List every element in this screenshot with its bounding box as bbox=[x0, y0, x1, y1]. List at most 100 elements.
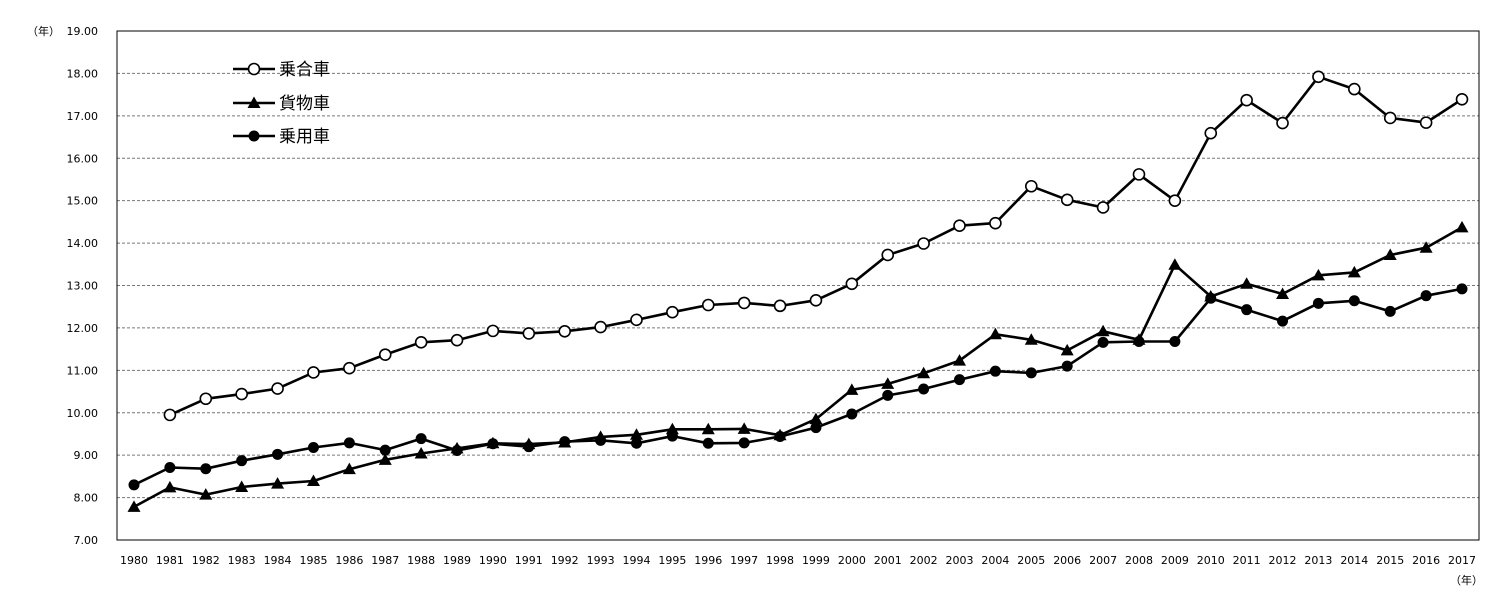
data-point bbox=[1455, 220, 1469, 233]
x-tick-label: 2001 bbox=[874, 554, 902, 567]
x-tick-label: 2013 bbox=[1304, 554, 1332, 567]
data-point bbox=[199, 392, 213, 406]
data-point bbox=[414, 446, 428, 459]
data-point bbox=[163, 480, 177, 493]
data-point bbox=[235, 480, 249, 492]
data-point bbox=[1240, 93, 1253, 107]
x-tick-label: 2015 bbox=[1376, 554, 1404, 567]
data-point bbox=[701, 298, 715, 312]
data-point bbox=[200, 463, 212, 475]
legend-item-car: 乗用車 bbox=[233, 127, 330, 147]
y-tick-label: 11.00 bbox=[67, 364, 99, 377]
x-tick-label: 1996 bbox=[694, 554, 722, 567]
data-point bbox=[988, 327, 1002, 340]
y-tick-label: 13.00 bbox=[67, 280, 99, 293]
data-point bbox=[1060, 343, 1074, 356]
series-0 bbox=[163, 70, 1469, 422]
data-point bbox=[773, 299, 787, 313]
data-point bbox=[378, 453, 392, 465]
x-tick-label: 1999 bbox=[802, 554, 830, 567]
x-tick-label: 2016 bbox=[1412, 554, 1440, 567]
data-point bbox=[236, 455, 248, 467]
data-point bbox=[953, 219, 966, 232]
data-point bbox=[271, 477, 285, 489]
data-point bbox=[414, 336, 428, 349]
legend-item-truck: 貨物車 bbox=[233, 94, 330, 114]
data-point bbox=[1025, 367, 1037, 379]
filled-triangle-marker-icon bbox=[247, 96, 261, 108]
y-tick-label: 8.00 bbox=[74, 492, 99, 505]
data-point bbox=[1096, 201, 1110, 214]
x-tick-label: 1989 bbox=[443, 554, 471, 567]
data-point bbox=[1132, 168, 1146, 181]
data-point bbox=[1276, 116, 1289, 130]
x-tick-label: 2011 bbox=[1233, 554, 1261, 567]
data-point bbox=[307, 442, 319, 454]
legend: 乗合車 貨物車 乗用車 bbox=[233, 60, 330, 147]
x-tick-label: 1984 bbox=[264, 554, 292, 567]
data-point bbox=[235, 387, 248, 401]
x-tick-label: 2008 bbox=[1125, 554, 1153, 567]
x-tick-label: 2009 bbox=[1161, 554, 1189, 567]
data-point bbox=[665, 422, 679, 435]
data-point bbox=[1420, 290, 1432, 302]
x-tick-label: 1981 bbox=[156, 554, 184, 567]
x-tick-label: 1983 bbox=[228, 554, 256, 567]
data-point bbox=[1312, 70, 1325, 84]
data-point bbox=[343, 361, 356, 375]
y-tick-label: 10.00 bbox=[67, 407, 99, 420]
x-tick-label: 2014 bbox=[1340, 554, 1368, 567]
data-point bbox=[809, 412, 823, 425]
data-point bbox=[199, 488, 213, 500]
data-point bbox=[342, 462, 356, 475]
data-point bbox=[1169, 335, 1181, 347]
plot-area-frame bbox=[116, 30, 1480, 541]
data-point bbox=[271, 382, 284, 395]
x-tick-label: 2017 bbox=[1448, 554, 1476, 567]
legend-label-bus: 乗合車 bbox=[279, 60, 330, 80]
y-tick-label: 7.00 bbox=[74, 534, 99, 547]
x-tick-label: 2003 bbox=[946, 554, 974, 567]
y-tick-label: 17.00 bbox=[67, 110, 99, 123]
data-point bbox=[845, 383, 859, 395]
filled-circle-marker-icon bbox=[248, 130, 260, 142]
data-point bbox=[1455, 92, 1469, 106]
data-point bbox=[523, 441, 535, 453]
data-point bbox=[307, 366, 320, 379]
data-point bbox=[1311, 268, 1325, 281]
x-tick-label: 1986 bbox=[335, 554, 363, 567]
y-axis-ticks: 7.00 8.00 9.00 10.00 11.00 12.00 13.00 14.00 15.… bbox=[67, 25, 99, 547]
x-axis-unit-label: （年） bbox=[1450, 573, 1483, 587]
data-point bbox=[953, 354, 967, 366]
x-tick-label: 2000 bbox=[838, 554, 866, 567]
data-point bbox=[594, 320, 607, 334]
series-2 bbox=[128, 283, 1468, 491]
data-point bbox=[666, 430, 678, 442]
data-point bbox=[1384, 305, 1396, 317]
data-point bbox=[918, 383, 930, 395]
x-tick-label: 1998 bbox=[766, 554, 794, 567]
legend-item-bus: 乗合車 bbox=[233, 60, 330, 80]
series-1 bbox=[127, 220, 1469, 512]
data-point bbox=[989, 216, 1002, 230]
gridlines bbox=[117, 72, 1479, 499]
data-point bbox=[379, 444, 391, 456]
series-line bbox=[169, 75, 1463, 417]
data-point bbox=[486, 324, 500, 338]
data-point bbox=[666, 305, 679, 319]
x-tick-label: 1992 bbox=[551, 554, 579, 567]
data-point bbox=[272, 448, 284, 460]
y-axis-unit-label: （年） bbox=[27, 24, 60, 38]
x-tick-label: 1991 bbox=[515, 554, 543, 567]
x-tick-label: 1980 bbox=[120, 554, 148, 567]
data-point bbox=[451, 445, 463, 457]
x-tick-label: 1982 bbox=[192, 554, 220, 567]
data-point bbox=[846, 408, 858, 420]
legend-label-truck: 貨物車 bbox=[279, 94, 330, 114]
data-point bbox=[1347, 265, 1361, 278]
x-tick-label: 2005 bbox=[1017, 554, 1045, 567]
x-tick-label: 1987 bbox=[371, 554, 399, 567]
y-tick-label: 14.00 bbox=[67, 237, 99, 250]
data-point bbox=[1312, 297, 1324, 309]
